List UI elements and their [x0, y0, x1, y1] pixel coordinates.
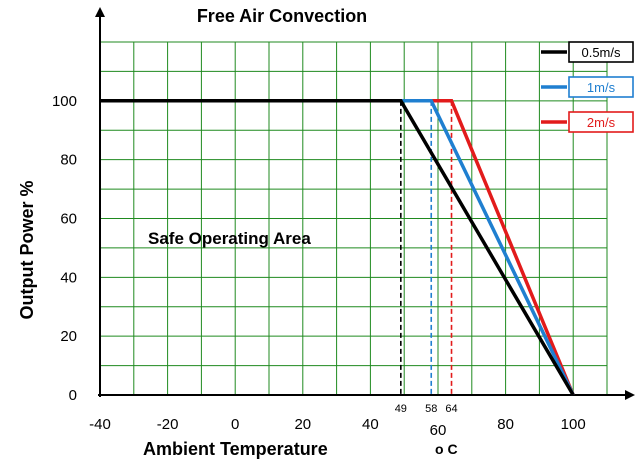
series-line-2m/s: [431, 99, 575, 396]
x-tick-label: -20: [157, 416, 179, 433]
x-tick-label: 60: [430, 422, 447, 439]
y-tick-label: 20: [60, 328, 77, 345]
y-tick-label: 80: [60, 152, 77, 169]
marker-tick-label: 58: [425, 403, 437, 415]
marker-tick-label: 49: [395, 403, 407, 415]
gridlines: [99, 41, 608, 396]
series-line-0.5m/s: [100, 99, 575, 396]
x-axis-unit: o C: [435, 441, 458, 457]
x-tick-label: 40: [362, 416, 379, 433]
y-axis-label: Output Power %: [17, 181, 37, 320]
marker-tick-label: 64: [445, 403, 457, 415]
y-tick-label: 40: [60, 269, 77, 286]
series-lines: [100, 99, 575, 396]
legend-box: [568, 76, 634, 98]
legend-label: 0.5m/s: [581, 45, 621, 60]
legend-label: 2m/s: [587, 115, 616, 130]
x-tick-label: 100: [561, 416, 586, 433]
y-tick-label: 60: [60, 211, 77, 228]
y-tick-label: 100: [52, 93, 77, 110]
tick-labels: -40 -20 0 20 40 60 80 100 0 20 40 60 80 100 49 58 64: [52, 93, 586, 439]
chart-title: Free Air Convection: [197, 6, 367, 26]
legend-box: [568, 111, 634, 133]
safe-operating-area-label: Safe Operating Area: [148, 229, 311, 248]
series-line-1m/s: [400, 99, 575, 396]
legend-label: 1m/s: [587, 80, 616, 95]
x-axis-label: Ambient Temperature: [143, 439, 328, 459]
x-tick-label: -40: [89, 416, 111, 433]
legend: 0.5m/s 1m/s 2m/s: [541, 41, 634, 133]
legend-box: [568, 41, 634, 63]
x-tick-label: 0: [231, 416, 239, 433]
y-tick-label: 0: [69, 387, 77, 404]
x-tick-label: 80: [497, 416, 514, 433]
x-tick-label: 20: [294, 416, 311, 433]
